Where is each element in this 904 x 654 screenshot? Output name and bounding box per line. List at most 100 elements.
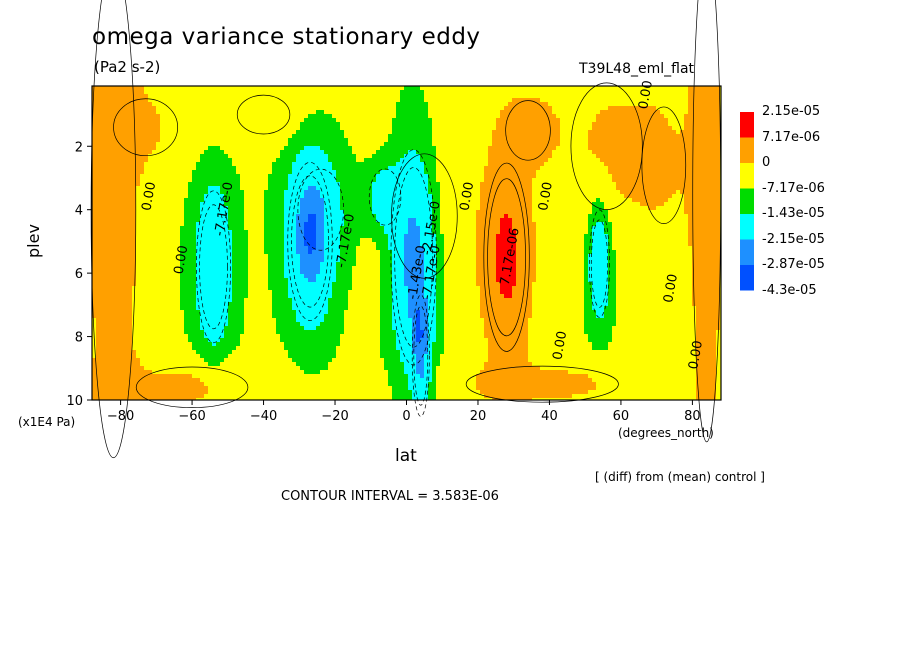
- field-cell: [144, 118, 149, 123]
- field-cell: [96, 290, 101, 295]
- field-cell: [180, 278, 185, 283]
- field-cell: [192, 174, 197, 179]
- field-cell: [268, 378, 273, 383]
- field-cell: [324, 342, 329, 347]
- field-cell: [248, 314, 253, 319]
- field-cell: [280, 94, 285, 99]
- field-cell: [108, 106, 113, 111]
- field-cell: [112, 394, 117, 399]
- field-cell: [184, 154, 189, 159]
- field-cell: [216, 398, 221, 401]
- field-cell: [104, 302, 109, 307]
- field-cell: [212, 218, 217, 223]
- field-cell: [248, 162, 253, 167]
- field-cell: [120, 394, 125, 399]
- field-cell: [344, 154, 349, 159]
- field-cell: [164, 170, 169, 175]
- field-cell: [276, 146, 281, 151]
- field-cell: [92, 154, 97, 159]
- field-cell: [292, 170, 297, 175]
- field-cell: [324, 354, 329, 359]
- field-cell: [128, 294, 133, 299]
- field-cell: [336, 386, 341, 391]
- field-cell: [296, 190, 301, 195]
- field-cell: [340, 286, 345, 291]
- field-cell: [192, 318, 197, 323]
- field-cell: [260, 358, 265, 363]
- field-cell: [224, 354, 229, 359]
- field-cell: [120, 286, 125, 291]
- field-cell: [152, 126, 157, 131]
- field-cell: [284, 110, 289, 115]
- field-cell: [300, 122, 305, 127]
- field-cell: [308, 274, 313, 279]
- field-cell: [220, 218, 225, 223]
- field-cell: [168, 130, 173, 135]
- field-cell: [204, 138, 209, 143]
- field-cell: [196, 130, 201, 135]
- field-cell: [124, 294, 129, 299]
- field-cell: [168, 282, 173, 287]
- field-cell: [196, 110, 201, 115]
- field-cell: [328, 178, 333, 183]
- field-cell: [236, 126, 241, 131]
- field-cell: [216, 382, 221, 387]
- field-cell: [268, 94, 273, 99]
- field-cell: [340, 190, 345, 195]
- field-cell: [116, 234, 121, 239]
- field-cell: [140, 190, 145, 195]
- field-cell: [156, 326, 161, 331]
- field-cell: [156, 90, 161, 95]
- field-cell: [324, 222, 329, 227]
- field-cell: [284, 234, 289, 239]
- field-cell: [308, 354, 313, 359]
- field-cell: [220, 338, 225, 343]
- field-cell: [196, 338, 201, 343]
- field-cell: [124, 170, 129, 175]
- field-cell: [316, 222, 321, 227]
- field-cell: [240, 358, 245, 363]
- field-cell: [324, 314, 329, 319]
- field-cell: [144, 346, 149, 351]
- field-cell: [156, 206, 161, 211]
- field-cell: [292, 258, 297, 263]
- field-cell: [280, 286, 285, 291]
- field-cell: [260, 310, 265, 315]
- field-cell: [188, 290, 193, 295]
- field-cell: [176, 334, 181, 339]
- field-cell: [112, 330, 117, 335]
- field-cell: [148, 342, 153, 347]
- field-cell: [100, 314, 105, 319]
- field-cell: [232, 166, 237, 171]
- field-cell: [236, 262, 241, 267]
- field-cell: [304, 314, 309, 319]
- field-cell: [132, 206, 137, 211]
- field-cell: [156, 146, 161, 151]
- field-cell: [188, 90, 193, 95]
- field-cell: [324, 362, 329, 367]
- field-cell: [128, 158, 133, 163]
- field-cell: [140, 250, 145, 255]
- field-cell: [296, 110, 301, 115]
- field-cell: [228, 102, 233, 107]
- field-cell: [172, 338, 177, 343]
- field-cell: [268, 334, 273, 339]
- field-cell: [152, 246, 157, 251]
- field-cell: [276, 334, 281, 339]
- field-cell: [216, 238, 221, 243]
- field-cell: [100, 342, 105, 347]
- field-cell: [276, 254, 281, 259]
- field-cell: [184, 246, 189, 251]
- field-cell: [288, 394, 293, 399]
- field-cell: [256, 306, 261, 311]
- field-cell: [104, 278, 109, 283]
- field-cell: [140, 390, 145, 395]
- field-cell: [108, 102, 113, 107]
- field-cell: [252, 154, 257, 159]
- field-cell: [264, 362, 269, 367]
- field-cell: [92, 106, 97, 111]
- field-cell: [120, 166, 125, 171]
- field-cell: [160, 226, 165, 231]
- field-cell: [240, 138, 245, 143]
- field-cell: [112, 326, 117, 331]
